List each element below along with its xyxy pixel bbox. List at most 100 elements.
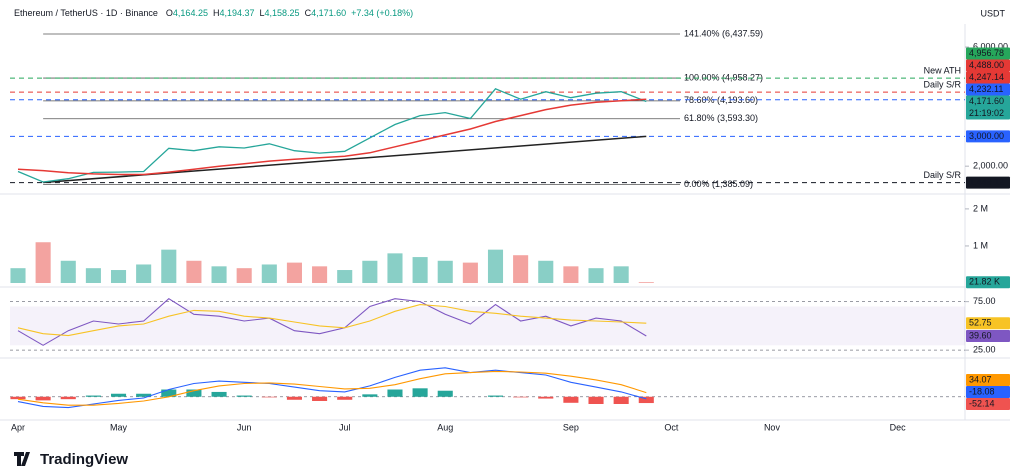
volume-bar: [513, 255, 529, 283]
fib-label: 141.40% (6,437.59): [684, 28, 763, 38]
moving-average: [17, 98, 647, 176]
price-tag-label: 21.82 K: [969, 277, 1000, 287]
histogram-bar: [110, 393, 127, 397]
ohlc-key: L: [260, 8, 265, 18]
histogram-bar: [286, 396, 302, 400]
price-tag: [966, 130, 1010, 143]
x-tick-label: Aug: [437, 422, 453, 432]
y-tick-label: 25.00: [973, 345, 996, 355]
price-tag-label: 34.07: [969, 374, 992, 384]
volume-bar: [85, 268, 101, 283]
logo-mark: [14, 452, 30, 466]
price-tag-label: 4,488.00: [969, 60, 1004, 70]
histogram-bar: [337, 396, 353, 400]
histogram-bar: [261, 396, 277, 398]
price-tag-label: 3,000.00: [969, 131, 1004, 141]
fib-label: 78.60% (4,193.60): [684, 95, 758, 105]
macd-line: [17, 370, 647, 406]
volume-bar: [136, 264, 152, 283]
volume-bar: [412, 257, 428, 283]
rsi-line: [17, 304, 647, 337]
histogram-bar: [236, 395, 252, 397]
volume-bar: [261, 264, 277, 283]
price-tag: [966, 71, 1010, 84]
price-tag-label: -52.14: [969, 398, 995, 408]
histogram-bar: [35, 396, 51, 401]
price-tag-label: 39.60: [969, 330, 992, 340]
price-tag-label: 4,247.14: [969, 72, 1004, 82]
volume-bar: [312, 266, 328, 283]
histogram-bar: [85, 395, 101, 397]
price-tag: [966, 386, 1010, 398]
ohlc-value: 4,171.60: [311, 8, 346, 18]
price-tag: [966, 276, 1010, 289]
price-tag-label: 4,956.78: [969, 48, 1004, 58]
volume-bar: [437, 260, 453, 283]
symbol: Ethereum / TetherUS · 1D · Binance: [14, 8, 158, 18]
histogram-bar: [362, 394, 378, 397]
macd-line: [17, 367, 647, 409]
histogram-bar: [10, 396, 26, 400]
level-note: New ATH: [924, 66, 961, 76]
histogram-bar: [312, 396, 328, 401]
y-tick-label: 6,000.00: [973, 41, 1008, 51]
price-tag: [966, 374, 1010, 386]
volume-bar: [10, 268, 26, 283]
price-tag: [966, 176, 1010, 189]
price-line: [17, 88, 647, 183]
ohlc-key: H: [213, 8, 220, 18]
x-tick-label: Dec: [890, 422, 907, 432]
price-tag-label: 1,449.12: [969, 177, 1004, 187]
x-tick-label: Jun: [237, 422, 252, 432]
volume-bar: [462, 262, 478, 283]
volume-bar: [337, 270, 353, 283]
volume-bar: [236, 268, 252, 283]
x-tick-label: May: [110, 422, 128, 432]
rsi-line: [17, 298, 647, 346]
x-tick-label: Oct: [664, 422, 679, 432]
y-tick-label: 1 M: [973, 240, 988, 250]
header: Ethereum / TetherUS · 1D · Binance O4,164…: [14, 8, 413, 18]
volume-bar: [538, 260, 554, 283]
price-tag: [966, 317, 1010, 330]
volume-bar: [588, 268, 604, 283]
x-tick-label: Jul: [339, 422, 351, 432]
volume-bar: [487, 249, 504, 283]
fib-label: 0.00% (1,385.09): [684, 179, 753, 189]
brand: TradingView: [40, 451, 128, 468]
histogram-bar: [161, 389, 177, 397]
price-tag-label: 4,171.60: [969, 96, 1004, 106]
ohlc-value: 4,158.25: [265, 8, 300, 18]
volume-bar: [387, 253, 403, 283]
price-tag: [966, 329, 1010, 342]
price-tag: [966, 59, 1010, 72]
histogram-bar: [186, 389, 202, 397]
fib-label: 61.80% (3,593.30): [684, 113, 758, 123]
logo: TradingView: [14, 451, 128, 468]
fib-label: 100.00% (4,958.27): [684, 72, 763, 82]
volume-bar: [186, 260, 202, 283]
volume-bar: [563, 266, 579, 283]
price-tag-label: 4,232.11: [969, 84, 1003, 94]
ohlc-value: 4,194.37: [219, 8, 254, 18]
y-tick-label: 2,000.00: [973, 161, 1008, 171]
currency: USDT: [981, 8, 1006, 18]
x-tick-label: Apr: [11, 422, 25, 432]
histogram-bar: [60, 396, 76, 400]
level-note: Daily S/R: [923, 79, 961, 89]
volume-bar: [638, 282, 654, 283]
volume-bar: [35, 242, 51, 283]
x-tick-label: Nov: [764, 422, 781, 432]
x-tick-label: Sep: [563, 422, 579, 432]
price-tag: [966, 398, 1010, 410]
histogram-bar: [538, 396, 554, 399]
histogram-bar: [563, 396, 579, 403]
histogram-bar: [513, 396, 529, 398]
histogram-bar: [211, 391, 227, 397]
y-tick-label: 75.00: [973, 296, 996, 306]
volume-bar: [211, 266, 227, 283]
histogram-bar: [638, 396, 654, 404]
volume-bar: [362, 260, 378, 283]
volume-bar: [613, 266, 629, 283]
